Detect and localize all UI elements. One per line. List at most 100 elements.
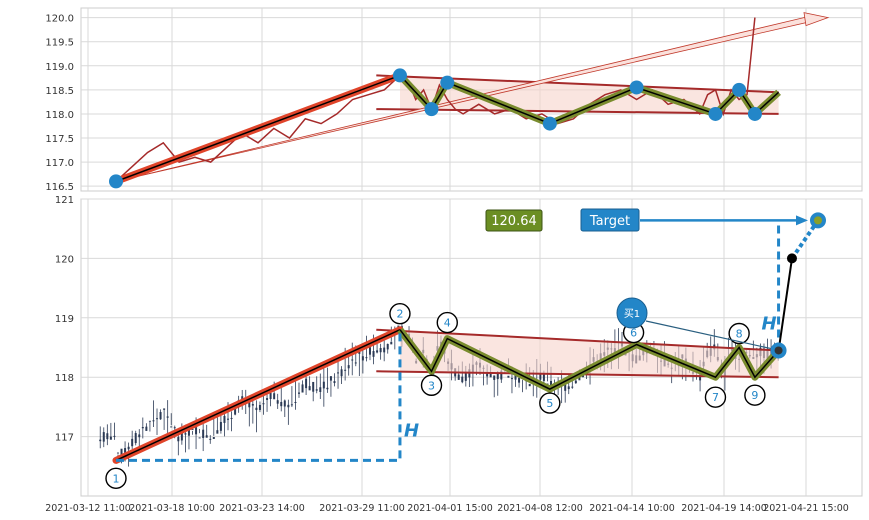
- top-y-axis: 116.5 117.0 117.5 118.0 118.5 119.0 119.5 120.0: [45, 14, 74, 194]
- candle-body: [227, 418, 230, 420]
- candle-body: [386, 343, 389, 350]
- height-label-right: H: [762, 314, 777, 335]
- candle-body: [340, 369, 343, 377]
- candle-body: [198, 437, 201, 439]
- candle-body: [322, 381, 325, 389]
- candle-body: [464, 371, 467, 381]
- pivot-circle: [420, 374, 443, 396]
- top-y-tick-label: 119.0: [45, 62, 74, 73]
- buy-leader-line: [645, 320, 771, 350]
- candle-body: [550, 380, 553, 388]
- candle-body: [255, 407, 258, 411]
- candle-body: [379, 348, 382, 353]
- breakout-marker-core: [774, 346, 783, 355]
- candle-body: [344, 369, 347, 371]
- candle-body: [461, 376, 464, 383]
- candle-body: [191, 429, 194, 431]
- candle-body: [347, 365, 350, 369]
- bottom-x-tick-label: 2021-04-08 12:00: [497, 503, 583, 514]
- top-pivot-marker: [732, 82, 747, 97]
- top-pivot-marker: [424, 102, 439, 117]
- target-value-box: [485, 209, 543, 232]
- candle-body: [116, 452, 119, 454]
- bottom-y-tick-label: 118: [55, 373, 74, 384]
- candle-body: [109, 436, 112, 440]
- top-uptrend-core: [115, 74, 401, 183]
- candle-body: [209, 438, 212, 440]
- candle-body: [312, 381, 315, 392]
- bottom-zigzag-core: [399, 329, 780, 390]
- bottom-x-tick-label: 2021-04-01 15:00: [407, 503, 493, 514]
- bottom-y-tick-label: 119: [55, 314, 74, 325]
- top-y-tick-label: 118.0: [45, 110, 74, 121]
- candle-body: [99, 439, 102, 442]
- candle-body: [326, 387, 329, 390]
- buy-marker-label: 买1: [624, 308, 640, 320]
- pivot-label: 3: [428, 379, 435, 392]
- candle-body: [383, 347, 386, 353]
- top-y-tick-label: 116.5: [45, 182, 74, 193]
- candle-body: [212, 437, 215, 439]
- bottom-x-tick-label: 2021-04-14 10:00: [589, 503, 675, 514]
- candle-body: [159, 412, 162, 420]
- pivot-label: 9: [751, 389, 758, 402]
- top-projection-arrow: [115, 12, 830, 182]
- candle-body: [294, 401, 297, 403]
- candle-body: [507, 375, 510, 378]
- candle-body: [156, 418, 159, 420]
- candle-body: [376, 350, 379, 353]
- bottom-height-guides: HH: [116, 220, 781, 462]
- pivot-circle: [728, 322, 750, 345]
- candle-body: [486, 372, 489, 377]
- candle-body: [234, 407, 237, 415]
- top-y-tick-label: 117.5: [45, 134, 74, 145]
- target-box: [580, 208, 640, 232]
- buy-marker: [616, 297, 648, 329]
- candle-body: [177, 437, 180, 442]
- candle-body: [276, 400, 279, 404]
- pivot-circle: [436, 311, 458, 334]
- candle-body: [305, 378, 308, 389]
- pivot-label: 5: [546, 397, 553, 410]
- candle-body: [148, 420, 151, 422]
- pivot-label: 1: [113, 472, 120, 485]
- candle-body: [106, 433, 109, 440]
- candle-body: [574, 380, 577, 384]
- candle-body: [308, 386, 311, 391]
- candle-body: [287, 404, 290, 408]
- bottom-x-tick-label: 2021-03-23 14:00: [219, 503, 305, 514]
- candle-body: [195, 427, 198, 435]
- candle-body: [542, 373, 545, 381]
- top-y-tick-label: 118.5: [45, 86, 74, 97]
- candle-body: [258, 404, 261, 410]
- top-pivot-marker: [440, 75, 455, 90]
- pivot-label: 6: [630, 327, 637, 340]
- candle-body: [216, 430, 219, 434]
- pivot-circle: [744, 384, 766, 406]
- bottom-uptrend-core: [115, 329, 401, 462]
- bottom-x-tick-label: 2021-03-18 10:00: [129, 503, 215, 514]
- candle-body: [496, 373, 499, 380]
- pivot-circle: [704, 386, 727, 408]
- candle-body: [223, 415, 226, 423]
- candle-body: [273, 393, 276, 400]
- bottom-x-tick-label: 2021-03-12 11:00: [45, 503, 131, 514]
- top-pivot-marker: [392, 68, 407, 83]
- bottom-pivots: 1 2 3 4 5 6 7 8 9: [105, 302, 766, 490]
- candle-body: [333, 381, 336, 384]
- candle-body: [457, 374, 460, 380]
- candle-body: [315, 389, 318, 391]
- pivot-label: 8: [736, 328, 743, 341]
- candle-body: [219, 421, 222, 431]
- candle-body: [131, 438, 134, 447]
- bottom-grid: [81, 198, 862, 496]
- candle-body: [567, 386, 570, 390]
- candle-body: [528, 383, 531, 387]
- candle-body: [329, 376, 332, 381]
- pivot-label: 4: [444, 317, 451, 330]
- target-arrow-head: [796, 215, 808, 226]
- candle-body: [351, 359, 354, 361]
- bottom-y-tick-label: 121: [55, 195, 74, 206]
